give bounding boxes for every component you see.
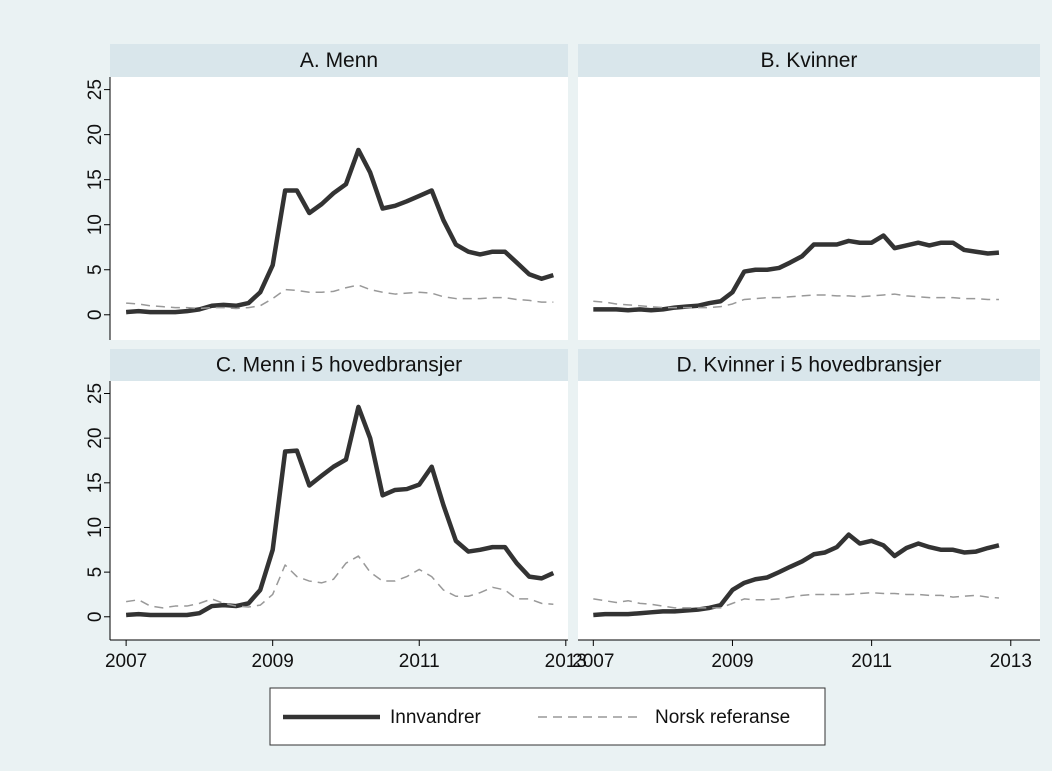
y-tick-label: 15 — [85, 169, 106, 190]
series-line — [126, 555, 554, 609]
x-tick-label: 2009 — [252, 651, 294, 672]
series-line — [593, 591, 1000, 609]
x-tick-label: 2009 — [711, 651, 753, 672]
series-line — [125, 404, 555, 618]
panel-title: C. Menn i 5 hovedbransjer — [216, 354, 462, 377]
y-tick-label: 15 — [85, 472, 106, 493]
plot-area — [578, 77, 1040, 340]
y-tick-label: 10 — [85, 214, 106, 235]
y-tick-label: 20 — [85, 428, 106, 449]
y-tick-label: 5 — [85, 567, 106, 578]
legend-label: Innvandrer — [390, 707, 482, 728]
series-line — [593, 293, 999, 309]
panel-header — [110, 44, 568, 77]
series-line — [593, 233, 1000, 313]
y-tick-label: 25 — [85, 383, 106, 404]
y-tick-label: 5 — [85, 264, 106, 275]
legend-label: Norsk referanse — [655, 707, 790, 728]
y-tick-label: 10 — [85, 517, 106, 538]
y-tick-label: 20 — [85, 124, 106, 145]
panel-header — [578, 349, 1040, 381]
x-tick-label: 2011 — [851, 651, 892, 672]
y-tick-label: 0 — [85, 309, 106, 320]
plot-area — [110, 381, 568, 640]
panel-title: D. Kvinner i 5 hovedbransjer — [677, 354, 942, 377]
x-tick-label: 2011 — [399, 651, 440, 672]
series-line — [125, 147, 555, 315]
x-tick-label: 2007 — [105, 651, 147, 672]
plot-area — [110, 77, 568, 340]
series-line — [593, 532, 1000, 618]
panel-title: B. Kvinner — [761, 49, 858, 72]
x-tick-label: 2007 — [572, 651, 614, 672]
plot-area — [578, 381, 1040, 640]
panel-title: A. Menn — [300, 49, 378, 72]
y-tick-label: 0 — [85, 611, 106, 622]
x-tick-label: 2013 — [990, 651, 1032, 672]
series-line — [126, 284, 554, 310]
x-tick-label: 2013 — [545, 651, 587, 672]
panel-header — [110, 349, 568, 381]
panel-header — [578, 44, 1040, 77]
y-tick-label: 25 — [85, 79, 106, 100]
